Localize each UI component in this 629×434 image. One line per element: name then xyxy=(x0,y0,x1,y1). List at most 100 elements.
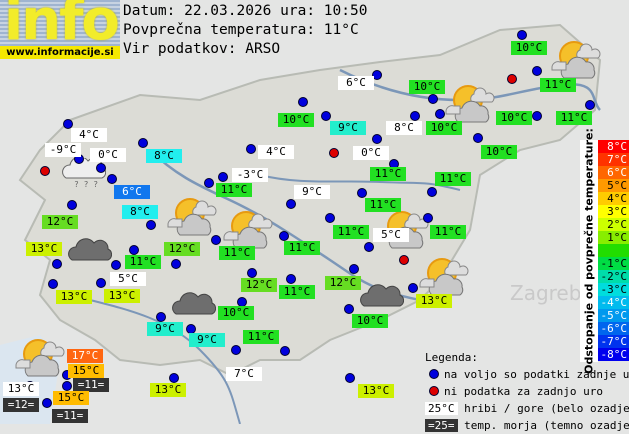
station-dot-available[interactable] xyxy=(63,119,73,129)
station-dot-available[interactable] xyxy=(67,200,77,210)
station-dot-available[interactable] xyxy=(279,231,289,241)
station-dot-available[interactable] xyxy=(364,242,374,252)
temperature-label: 13°C xyxy=(416,294,452,308)
station-dot-available[interactable] xyxy=(156,312,166,322)
info-logo[interactable]: info xyxy=(0,0,120,46)
scale-title-text: Odstopanje od povprečne temperature: xyxy=(582,128,596,374)
station-dot-available[interactable] xyxy=(96,163,106,173)
partly-cloudy-icon xyxy=(167,198,217,236)
temperature-label: 8°C xyxy=(122,205,158,219)
station-dot-available[interactable] xyxy=(96,278,106,288)
river-drava xyxy=(339,68,601,111)
station-dot-available[interactable] xyxy=(435,109,445,119)
station-dot-missing[interactable] xyxy=(507,74,517,84)
station-dot-available[interactable] xyxy=(111,260,121,270)
station-dot-available[interactable] xyxy=(169,373,179,383)
station-dot-available[interactable] xyxy=(408,283,418,293)
scale-cell: -6°C xyxy=(598,322,629,335)
station-dot-available[interactable] xyxy=(325,213,335,223)
station-dot-missing[interactable] xyxy=(329,148,339,158)
temperature-label: 13°C xyxy=(56,290,92,304)
station-dot-available[interactable] xyxy=(211,235,221,245)
station-dot-available[interactable] xyxy=(349,264,359,274)
station-dot-available[interactable] xyxy=(218,172,228,182)
station-dot-available[interactable] xyxy=(62,381,72,391)
temperature-label: 13°C xyxy=(3,382,39,396)
station-dot-available[interactable] xyxy=(427,187,437,197)
scale-cell: -3°C xyxy=(598,283,629,296)
station-dot-available[interactable] xyxy=(423,213,433,223)
station-dot-available[interactable] xyxy=(42,398,52,408)
station-dot-missing[interactable] xyxy=(40,166,50,176)
temperature-label: 12°C xyxy=(164,242,200,256)
station-dot-available[interactable] xyxy=(280,346,290,356)
temperature-label: 11°C xyxy=(333,225,369,239)
station-dot-available[interactable] xyxy=(532,66,542,76)
legend-red-row: ni podatka za zadnjo uro xyxy=(425,383,629,400)
site-link[interactable]: www.informacije.si xyxy=(0,46,120,59)
temperature-label: 4°C xyxy=(71,128,107,142)
station-dot-available[interactable] xyxy=(532,111,542,121)
river-savinja xyxy=(259,174,461,191)
temperature-label: 13°C xyxy=(104,289,140,303)
station-dot-available[interactable] xyxy=(247,268,257,278)
station-dot-available[interactable] xyxy=(585,100,595,110)
station-dot-available[interactable] xyxy=(473,133,483,143)
scale-cell: -1°C xyxy=(598,257,629,270)
data-source: Vir podatkov: ARSO xyxy=(123,41,281,57)
scale-cell: 5°C xyxy=(598,179,629,192)
scale-cell: 7°C xyxy=(598,153,629,166)
station-dot-available[interactable] xyxy=(129,245,139,255)
legend-mountain-row: 25°C hribi / gore (belo ozadje) xyxy=(425,400,629,417)
temperature-label: 11°C xyxy=(279,285,315,299)
deviation-scale: Odstopanje od povprečne temperature: 8°C… xyxy=(580,128,629,374)
temperature-label: 15°C xyxy=(68,364,104,378)
temperature-label: 11°C xyxy=(540,78,576,92)
temperature-label: 11°C xyxy=(370,167,406,181)
station-dot-available[interactable] xyxy=(146,220,156,230)
station-dot-available[interactable] xyxy=(231,345,241,355)
sea-temperature-label: =11= xyxy=(52,409,88,423)
station-dot-available[interactable] xyxy=(204,178,214,188)
temperature-label: 8°C xyxy=(386,121,422,135)
temperature-label: 6°C xyxy=(114,185,150,199)
station-dot-available[interactable] xyxy=(345,373,355,383)
station-dot-missing[interactable] xyxy=(399,255,409,265)
temperature-label: 4°C xyxy=(258,145,294,159)
blue-dot-icon xyxy=(429,369,439,379)
station-dot-available[interactable] xyxy=(107,174,117,184)
station-dot-available[interactable] xyxy=(52,259,62,269)
scale-cell: -4°C xyxy=(598,296,629,309)
station-dot-available[interactable] xyxy=(48,279,58,289)
station-dot-available[interactable] xyxy=(428,94,438,104)
legend-blue-row: na voljo so podatki zadnje ure xyxy=(425,366,629,383)
station-dot-available[interactable] xyxy=(357,188,367,198)
station-dot-available[interactable] xyxy=(138,138,148,148)
temperature-label: 10°C xyxy=(481,145,517,159)
station-dot-available[interactable] xyxy=(372,70,382,80)
temperature-label: 13°C xyxy=(26,242,62,256)
station-dot-available[interactable] xyxy=(410,111,420,121)
sea-temperature-label: =12= xyxy=(3,398,39,412)
station-dot-available[interactable] xyxy=(517,30,527,40)
temperature-label: 10°C xyxy=(511,41,547,55)
partly-cloudy-icon xyxy=(223,211,273,249)
station-dot-available[interactable] xyxy=(286,274,296,284)
station-dot-available[interactable] xyxy=(298,97,308,107)
station-dot-available[interactable] xyxy=(171,259,181,269)
temperature-label: 8°C xyxy=(146,149,182,163)
temperature-label: -9°C xyxy=(45,143,81,157)
temperature-label: -3°C xyxy=(232,168,268,182)
mountain-sample: 25°C xyxy=(425,402,458,415)
station-dot-available[interactable] xyxy=(372,134,382,144)
station-dot-available[interactable] xyxy=(344,304,354,314)
scale-cell: 2°C xyxy=(598,218,629,231)
station-dot-available[interactable] xyxy=(286,199,296,209)
city-label-zagreb: Zagreb xyxy=(510,281,581,305)
partly-cloudy-icon xyxy=(551,41,601,79)
station-dot-available[interactable] xyxy=(321,111,331,121)
station-dot-available[interactable] xyxy=(246,144,256,154)
river-kolpa xyxy=(89,299,241,424)
temperature-label: 9°C xyxy=(294,185,330,199)
scale-cell: 6°C xyxy=(598,166,629,179)
